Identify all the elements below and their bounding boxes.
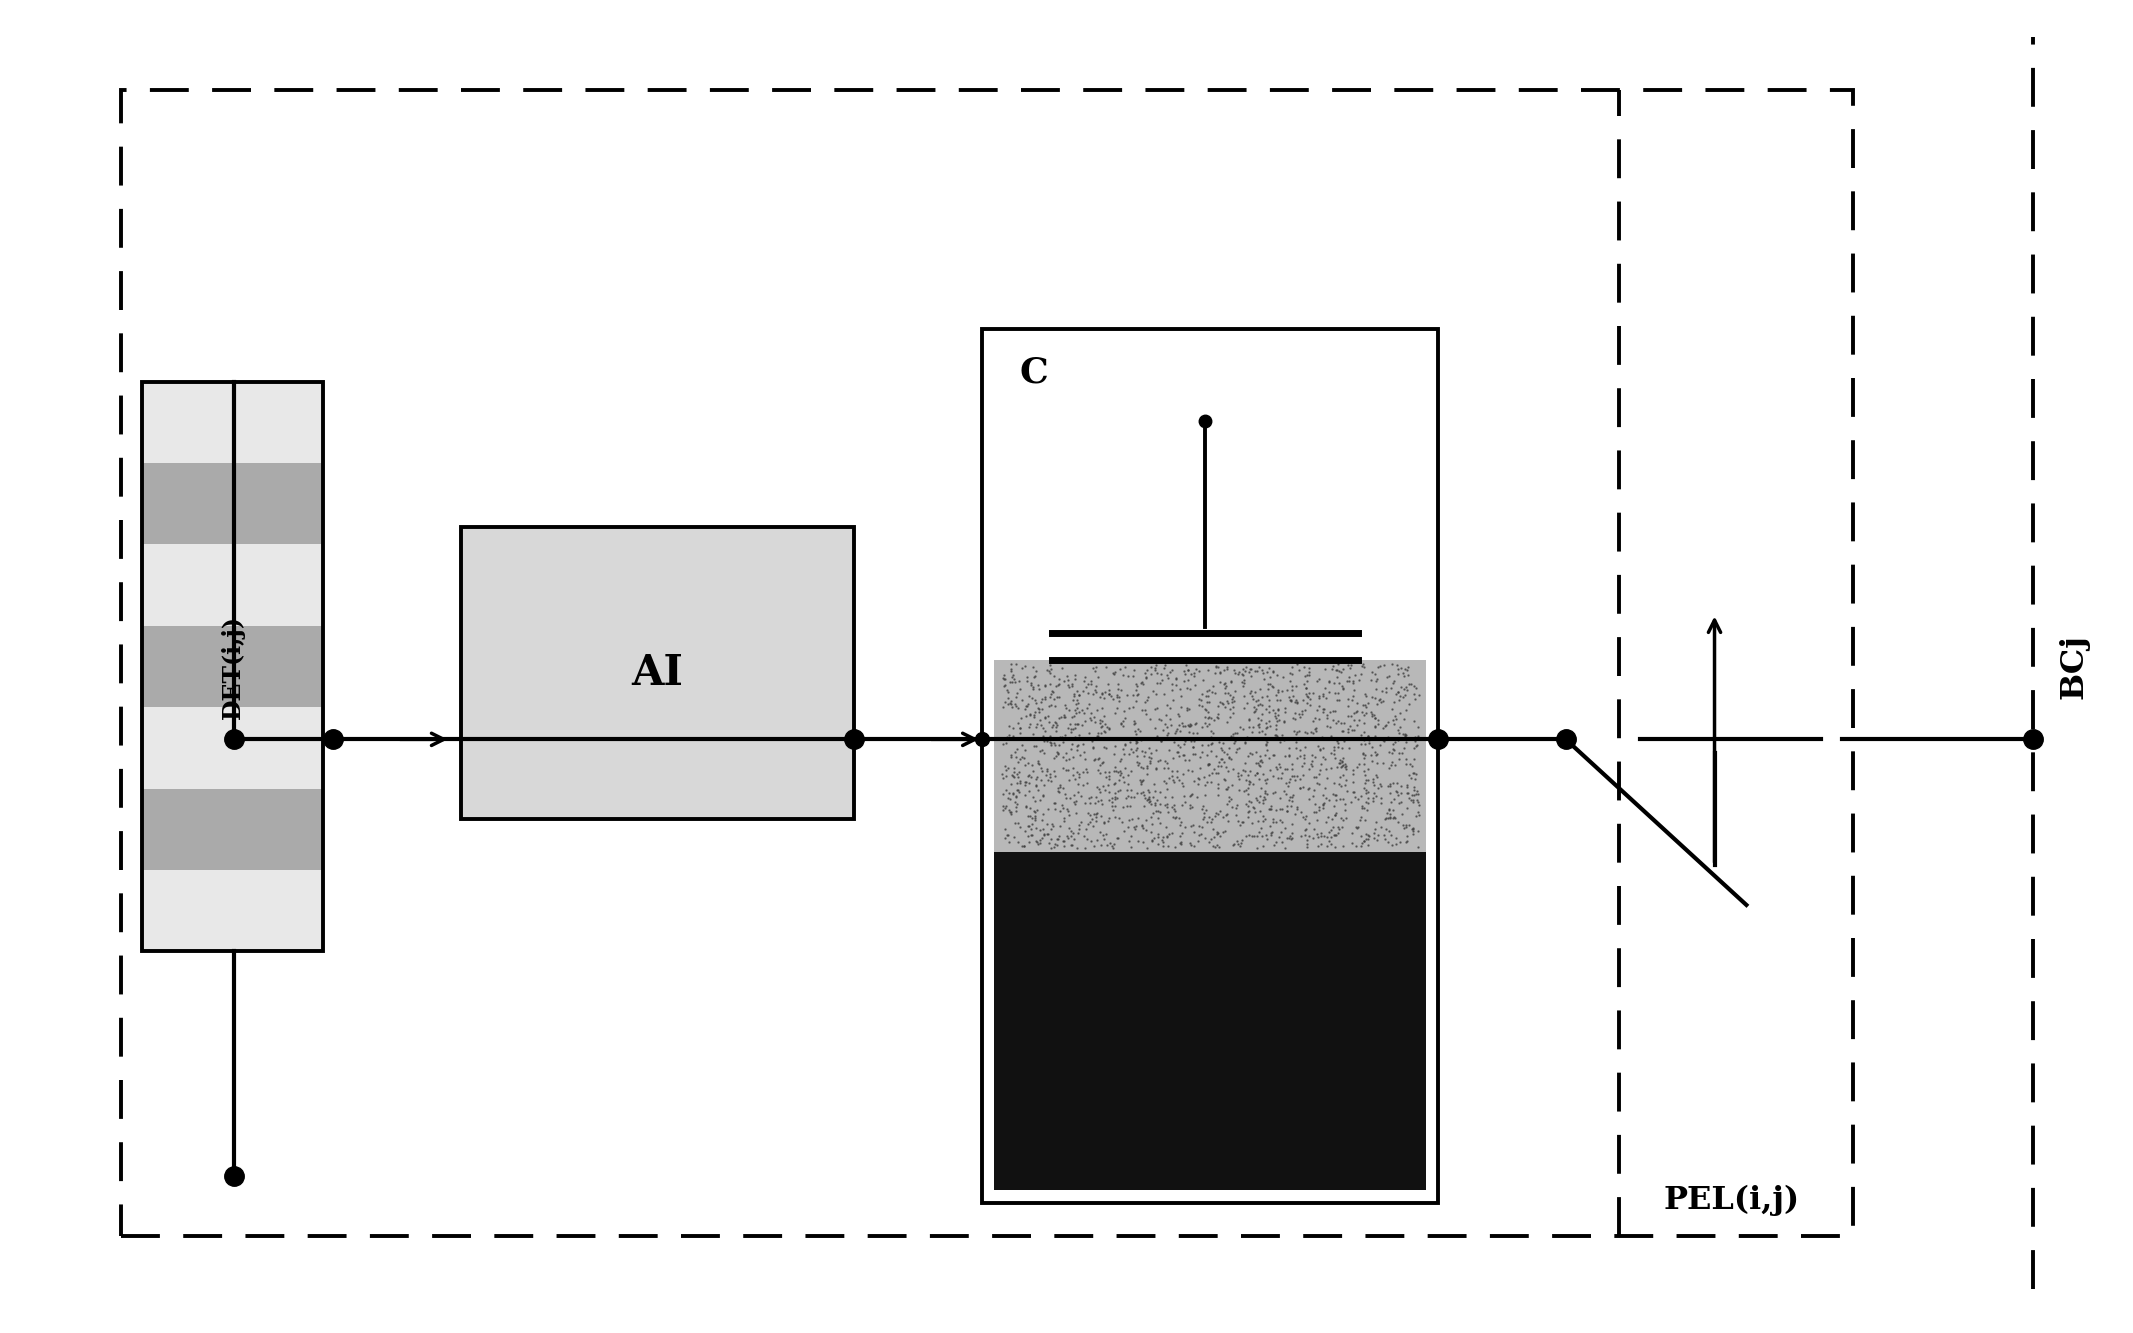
Bar bbox=[143, 789, 322, 870]
Text: AI: AI bbox=[631, 652, 683, 694]
Text: C: C bbox=[1020, 355, 1049, 389]
Bar bbox=[143, 381, 322, 952]
Bar bbox=[461, 528, 853, 818]
Text: PEL(i,j): PEL(i,j) bbox=[1664, 1185, 1800, 1216]
Bar bbox=[994, 852, 1425, 1190]
Bar bbox=[981, 329, 1438, 1202]
Bar bbox=[143, 708, 322, 789]
Bar bbox=[143, 381, 322, 463]
Bar bbox=[143, 463, 322, 544]
Text: BCj: BCj bbox=[2058, 635, 2090, 698]
Bar bbox=[122, 91, 1854, 1236]
Text: DET(i,j): DET(i,j) bbox=[220, 615, 245, 718]
Bar bbox=[143, 870, 322, 952]
Bar bbox=[143, 625, 322, 708]
Bar bbox=[143, 544, 322, 625]
Bar bbox=[994, 660, 1425, 852]
